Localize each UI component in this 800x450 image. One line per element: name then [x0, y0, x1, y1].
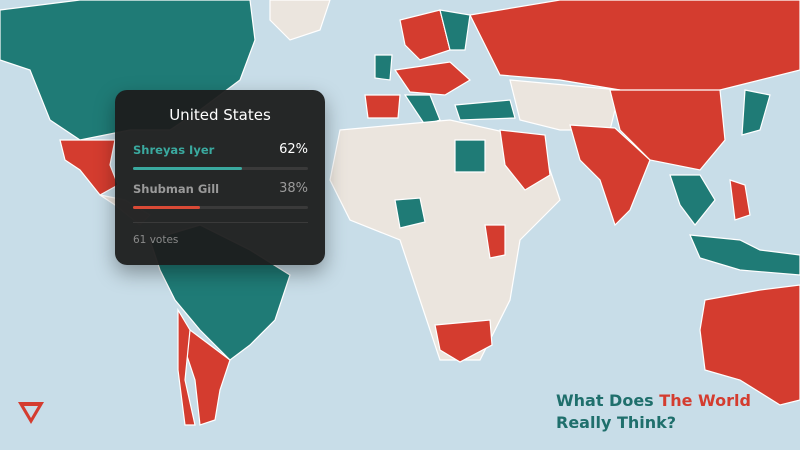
caption-highlight: The World [659, 391, 751, 410]
kenya [484, 224, 506, 259]
philippines [729, 179, 751, 221]
egypt [454, 139, 486, 173]
option-name: Shreyas Iyer [133, 143, 215, 157]
vote-count: 61 votes [133, 234, 179, 246]
finland [439, 9, 471, 51]
mexico [59, 139, 119, 196]
scandinavia [399, 9, 451, 61]
india [569, 124, 651, 227]
saudi-arabia [499, 129, 551, 191]
china [609, 89, 726, 171]
indonesia [689, 234, 800, 276]
caption-line: What Does The World [556, 390, 751, 412]
caption: What Does The World Really Think? [556, 390, 751, 434]
progress-track [133, 167, 308, 170]
turkey [454, 99, 516, 121]
progress-track [133, 206, 308, 209]
progress-bar [133, 206, 200, 209]
option-value: 62% [279, 142, 308, 157]
separator [133, 222, 308, 223]
greenland [269, 0, 331, 41]
chile [177, 307, 196, 426]
italy [403, 94, 441, 126]
uk [374, 54, 393, 81]
south-africa [434, 319, 493, 363]
tooltip: United States Shreyas Iyer 62% Shubman Gil… [115, 90, 325, 265]
tooltip-title: United States [169, 106, 271, 124]
progress-bar [133, 167, 242, 170]
japan [741, 89, 771, 136]
australia [699, 284, 800, 406]
caption-text: What Does [556, 391, 660, 410]
central-europe [393, 61, 472, 96]
iberia [364, 94, 401, 119]
option-name: Shubman Gill [133, 182, 220, 196]
southeast-asia [669, 174, 716, 226]
caption-text: Really Think? [556, 413, 677, 432]
logo-inner [24, 406, 38, 418]
option-value: 38% [279, 181, 308, 196]
nigeria [394, 197, 426, 229]
